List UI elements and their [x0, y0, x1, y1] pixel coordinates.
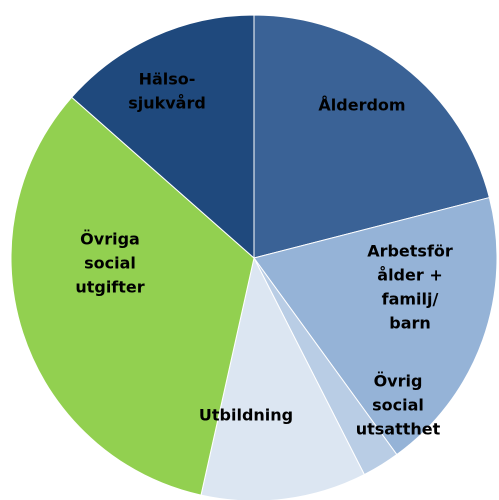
- pie-slice: [253, 14, 490, 259]
- slice-label: Övriga: [80, 230, 140, 249]
- pie-slice: [253, 196, 498, 456]
- pie-slice: [71, 14, 255, 260]
- slice-label: utgifter: [75, 278, 144, 297]
- slice-label: familj/: [382, 290, 439, 309]
- slice-label: ålder +: [377, 266, 442, 285]
- slice-label: Utbildning: [199, 406, 293, 425]
- slice-label: Arbetsför: [367, 242, 453, 261]
- slice-label: Övrig: [374, 372, 423, 391]
- slice-label: barn: [389, 314, 431, 333]
- slice-label: social: [372, 396, 424, 415]
- pie-slice: [200, 256, 365, 500]
- pie-slice: [10, 96, 255, 496]
- slice-label: social: [84, 254, 136, 273]
- slice-label: Ålderdom: [318, 96, 405, 115]
- slice-label: sjukvård: [128, 94, 206, 113]
- slice-label: Hälso-: [139, 70, 196, 89]
- slice-label: utsatthet: [356, 420, 441, 439]
